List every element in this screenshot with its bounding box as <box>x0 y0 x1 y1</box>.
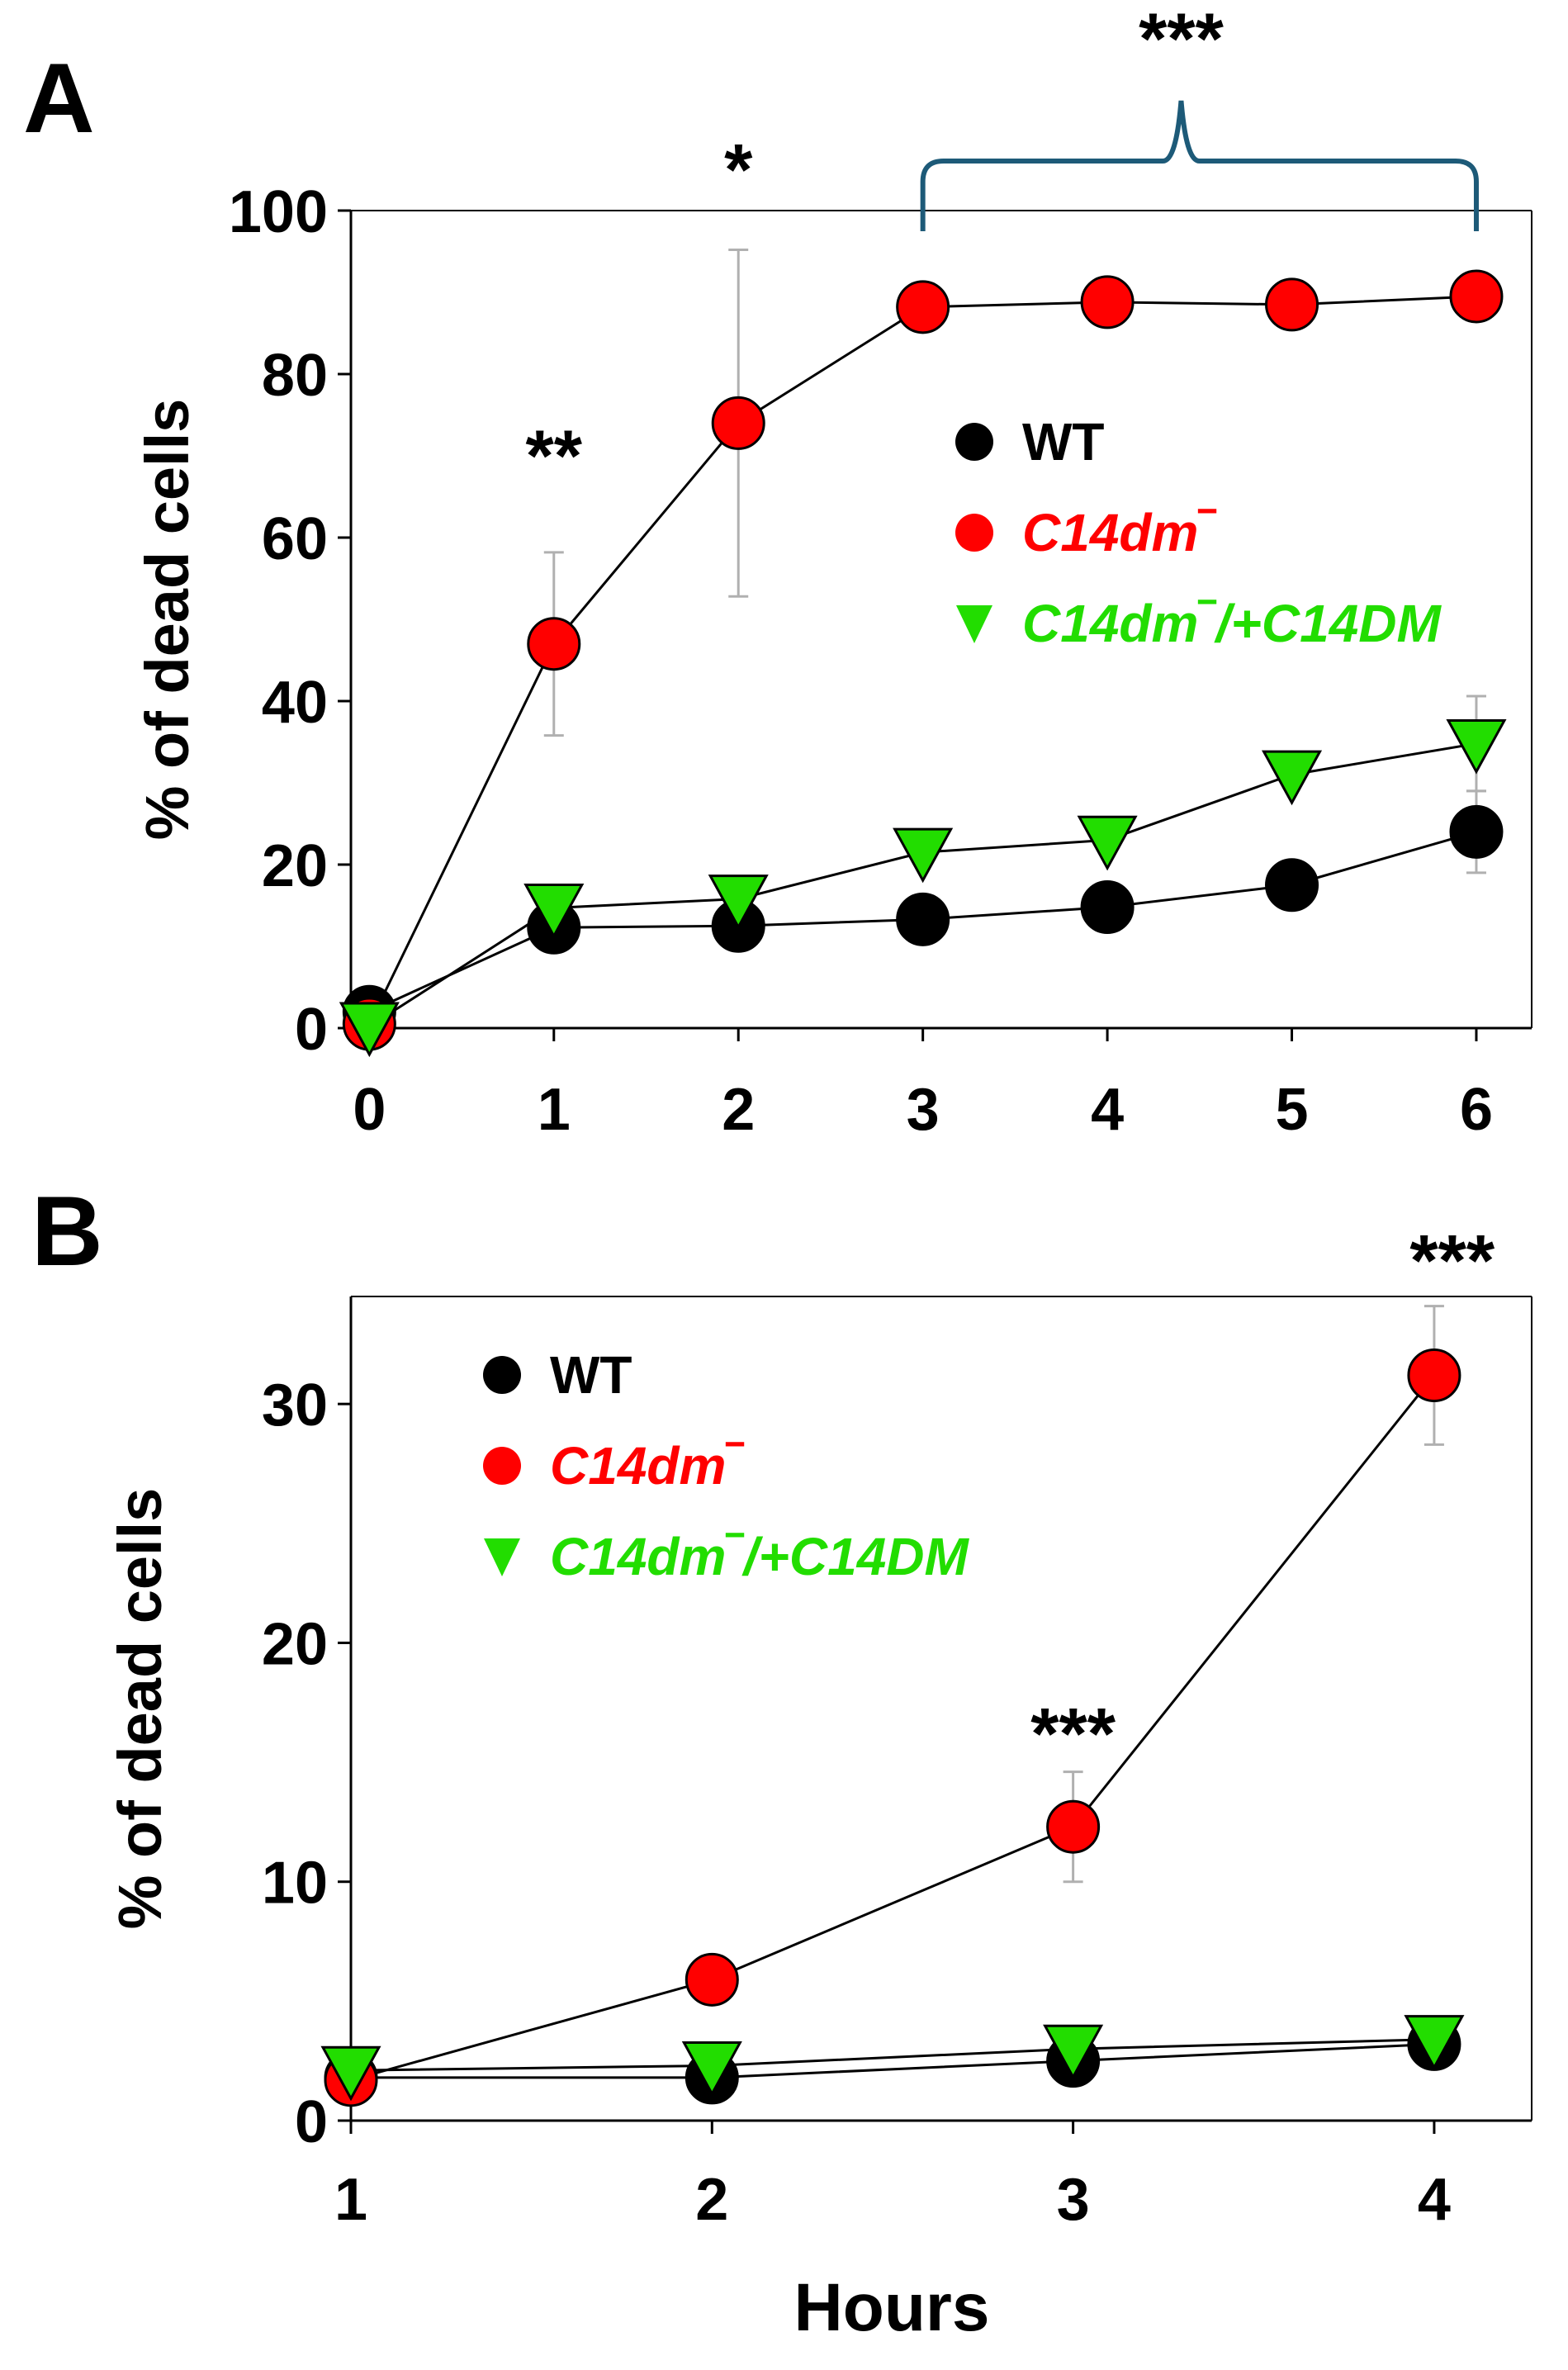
panel-b-significance-annotation: *** <box>1030 1692 1116 1774</box>
panel-a-significance-bracket <box>920 100 1479 231</box>
panel-a-x-tick-label: 5 <box>1276 1077 1309 1143</box>
panel-b-x-axis-label: Hours <box>794 2270 990 2345</box>
panel-a-significance-annotation: ** <box>526 415 583 496</box>
panel-a-point-c14dm <box>896 280 950 334</box>
panel-a-legend-marker-wt <box>955 423 993 461</box>
panel-a-x-tick-label: 4 <box>1091 1077 1124 1143</box>
panel-a-point-c14dm <box>527 617 581 671</box>
panel-b-x-tick-label: 3 <box>1057 2167 1090 2233</box>
panel-b-x-tick-label: 4 <box>1418 2167 1451 2233</box>
panel-a-point-c14dm-c14dm <box>708 875 769 930</box>
panel-b-legend-label-c14dm: C14dm‾ <box>550 1436 744 1495</box>
panel-b-point-c14dm <box>685 1952 739 2007</box>
panel-a-significance-annotation: *** <box>1139 0 1224 79</box>
panel-a-y-tick-label: 0 <box>295 997 328 1063</box>
panel-a-point-wt <box>1080 879 1135 934</box>
panel-a-point-c14dm-c14dm <box>1446 718 1507 775</box>
panel-a-legend-label-c14dm-c14dm: C14dm‾/+C14DM <box>1022 594 1442 653</box>
panel-a-x-tick-label: 3 <box>907 1077 940 1143</box>
panel-b-point-c14dm <box>1046 1799 1101 1854</box>
panel-a-x-tick-label: 6 <box>1460 1077 1493 1143</box>
panel-a-y-tick-label: 100 <box>229 179 328 245</box>
panel-b-legend-marker-c14dm-c14dm <box>484 1538 520 1576</box>
panel-b-point-c14dm-c14dm <box>1404 2015 1465 2070</box>
panel-b-point-c14dm <box>1407 1348 1461 1402</box>
panel-b-x-tick-label: 2 <box>695 2167 728 2233</box>
panel-a-point-c14dm-c14dm <box>1077 815 1138 871</box>
panel-b-legend-label-wt: WT <box>550 1345 632 1405</box>
panel-b-series-line-c14dm-c14dm <box>350 2038 1434 2072</box>
panel-a-point-c14dm-c14dm <box>1261 750 1323 806</box>
panel-b-point-c14dm-c14dm <box>320 2045 381 2102</box>
panel-a-legend-marker-c14dm <box>955 514 993 552</box>
panel-a-point-wt <box>896 892 950 946</box>
panel-a-point-wt <box>1449 804 1504 859</box>
panel-b-point-c14dm-c14dm <box>681 2041 742 2097</box>
panel-b-chart: 0 10 20 30 1 2 3 4 % of dead cells Hours WT C14dm‾ C… <box>106 1220 1532 2345</box>
panel-a-chart: 0 20 40 60 80 100 0 1 2 3 4 5 6 % of dead cells WT C14d… <box>133 0 1532 1143</box>
panel-b-x-tick-label: 1 <box>334 2167 367 2233</box>
panel-a-letter: A <box>23 43 95 154</box>
panel-a-y-tick-label: 60 <box>262 506 328 572</box>
panel-a-point-c14dm <box>1449 269 1504 324</box>
panel-a-y-axis-label: % of dead cells <box>133 399 201 841</box>
panel-b-legend-marker-wt <box>483 1356 521 1394</box>
panel-a-point-wt <box>1265 858 1319 912</box>
panel-b-letter: B <box>31 1176 103 1287</box>
panel-a-y-tick-label: 40 <box>262 670 328 736</box>
panel-b-y-tick-label: 10 <box>262 1851 328 1917</box>
panel-a-point-c14dm <box>1265 277 1319 332</box>
panel-b-y-tick-label: 30 <box>262 1372 328 1439</box>
panel-b-significance-annotation: *** <box>1409 1220 1495 1301</box>
panel-b-legend-label-c14dm-c14dm: C14dm‾/+C14DM <box>550 1527 970 1586</box>
panel-a-point-c14dm-c14dm <box>339 1002 400 1058</box>
panel-b-y-tick-label: 20 <box>262 1611 328 1677</box>
panel-b-series-line-c14dm <box>350 1374 1436 2082</box>
panel-a-point-c14dm-c14dm <box>523 883 585 939</box>
panel-a-legend-label-wt: WT <box>1022 412 1105 472</box>
panel-a-legend-marker-c14dm-c14dm <box>956 605 992 643</box>
panel-a-x-tick-label: 1 <box>538 1077 571 1143</box>
panel-a-point-c14dm <box>1080 275 1135 329</box>
panel-a-point-c14dm <box>711 396 765 450</box>
panel-a-y-tick-label: 20 <box>262 833 328 899</box>
panel-b-legend-marker-c14dm <box>483 1447 521 1485</box>
panel-a-legend-label-c14dm: C14dm‾ <box>1022 503 1216 562</box>
panel-a-significance-annotation: * <box>724 129 753 211</box>
panel-a-x-tick-label: 0 <box>353 1077 386 1143</box>
panel-a-x-tick-label: 2 <box>722 1077 755 1143</box>
panel-b-point-c14dm-c14dm <box>1043 2024 1104 2080</box>
panel-b-y-tick-label: 0 <box>295 2089 328 2155</box>
panel-b-y-axis-label: % of dead cells <box>106 1488 174 1930</box>
panel-b-series-line-wt <box>351 2042 1434 2079</box>
panel-a-y-tick-label: 80 <box>262 343 328 409</box>
panel-a-point-c14dm-c14dm <box>893 827 954 884</box>
